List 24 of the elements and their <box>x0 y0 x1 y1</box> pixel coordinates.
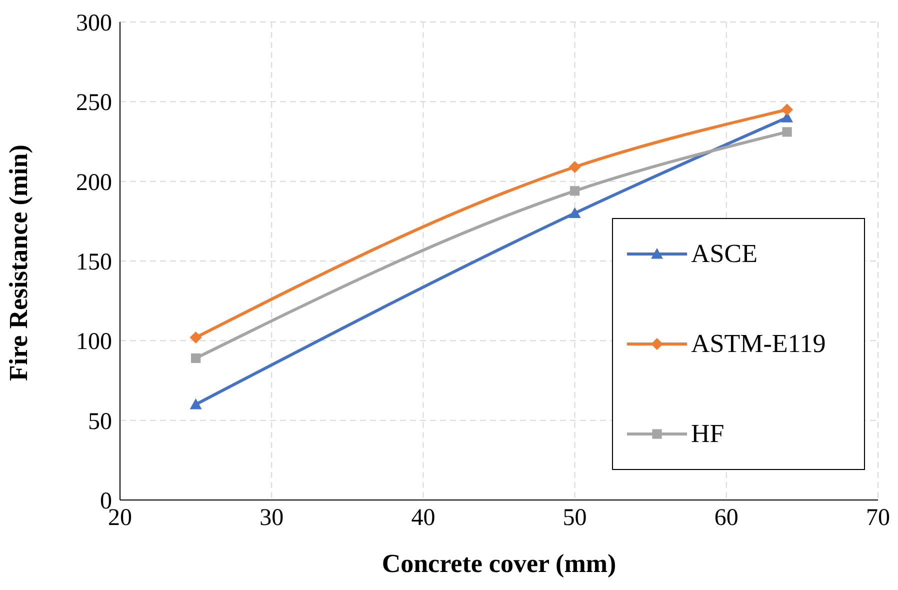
point <box>782 127 792 137</box>
y-tick-label: 100 <box>76 329 112 356</box>
x-axis-title: Concrete cover (mm) <box>382 549 616 578</box>
x-tick-label: 30 <box>260 505 284 532</box>
point <box>190 331 202 344</box>
x-tick-label: 70 <box>866 505 890 532</box>
y-tick-label: 300 <box>76 10 112 37</box>
point <box>568 207 581 218</box>
legend-label: HF <box>691 419 724 449</box>
legend-label: ASTM-E119 <box>691 329 826 359</box>
y-tick-label: 150 <box>76 250 112 276</box>
y-axis-title: Fire Resistance (min) <box>4 144 34 381</box>
y-tick-label: 50 <box>88 408 112 435</box>
point <box>570 186 580 196</box>
point <box>191 353 201 363</box>
x-tick-label: 40 <box>411 505 436 532</box>
point <box>781 104 794 116</box>
point <box>568 160 581 173</box>
legend-label: ASCE <box>691 239 758 269</box>
y-tick-label: 250 <box>76 90 112 116</box>
x-tick-label: 60 <box>714 505 738 532</box>
y-tick-label: 200 <box>76 170 112 196</box>
x-tick-label: 50 <box>562 505 587 532</box>
point <box>190 398 202 410</box>
